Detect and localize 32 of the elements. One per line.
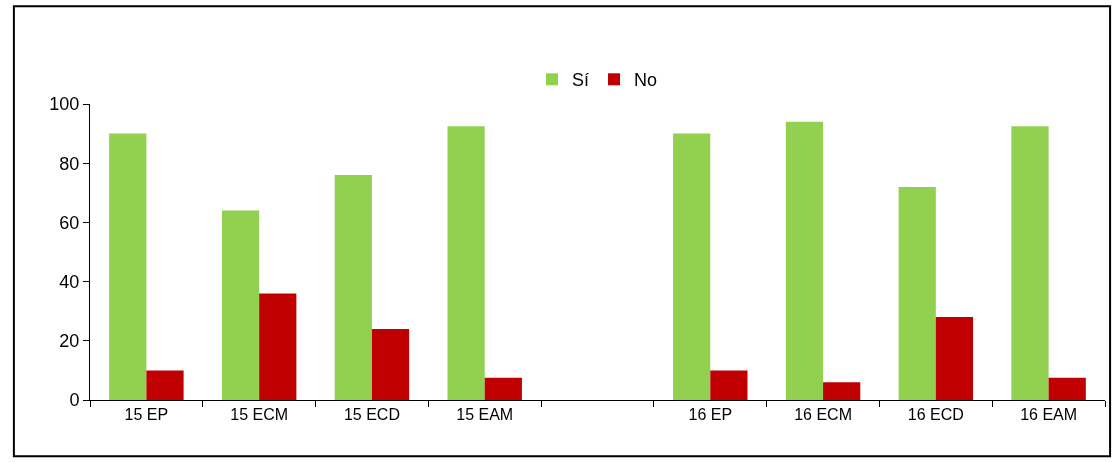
y-tick-label: 60 [59, 212, 80, 233]
y-tick-label: 100 [49, 94, 80, 115]
bar [221, 210, 260, 400]
x-tick-label: 15 ECD [343, 406, 400, 424]
bar [371, 328, 410, 400]
y-tick-label: 80 [59, 153, 80, 174]
bar [935, 317, 974, 400]
x-tick-label: 16 ECM [794, 406, 852, 424]
bar [710, 370, 748, 400]
x-tick-label: 16 EAM [1020, 406, 1078, 424]
bar [334, 175, 372, 400]
legend-label: No [634, 70, 658, 91]
bar [823, 382, 861, 400]
bar [146, 370, 184, 400]
y-tick-label: 0 [69, 390, 80, 411]
bar [447, 126, 485, 400]
bar [673, 133, 711, 400]
x-tick-label: 15 EP [124, 406, 169, 424]
bar [484, 377, 522, 400]
y-tick-label: 40 [59, 271, 80, 292]
bar [785, 121, 824, 400]
x-tick-label: 15 ECM [230, 406, 289, 424]
bar [898, 186, 936, 400]
x-tick-label: 15 EAM [456, 406, 514, 424]
x-tick-label: 16 EP [688, 406, 733, 424]
x-tick-label: 16 ECD [907, 406, 964, 424]
bar [259, 293, 297, 400]
bar [1048, 377, 1086, 400]
bar [109, 133, 147, 400]
legend-label: Sí [572, 70, 590, 91]
y-tick-label: 20 [59, 331, 80, 352]
bar [1011, 126, 1049, 400]
